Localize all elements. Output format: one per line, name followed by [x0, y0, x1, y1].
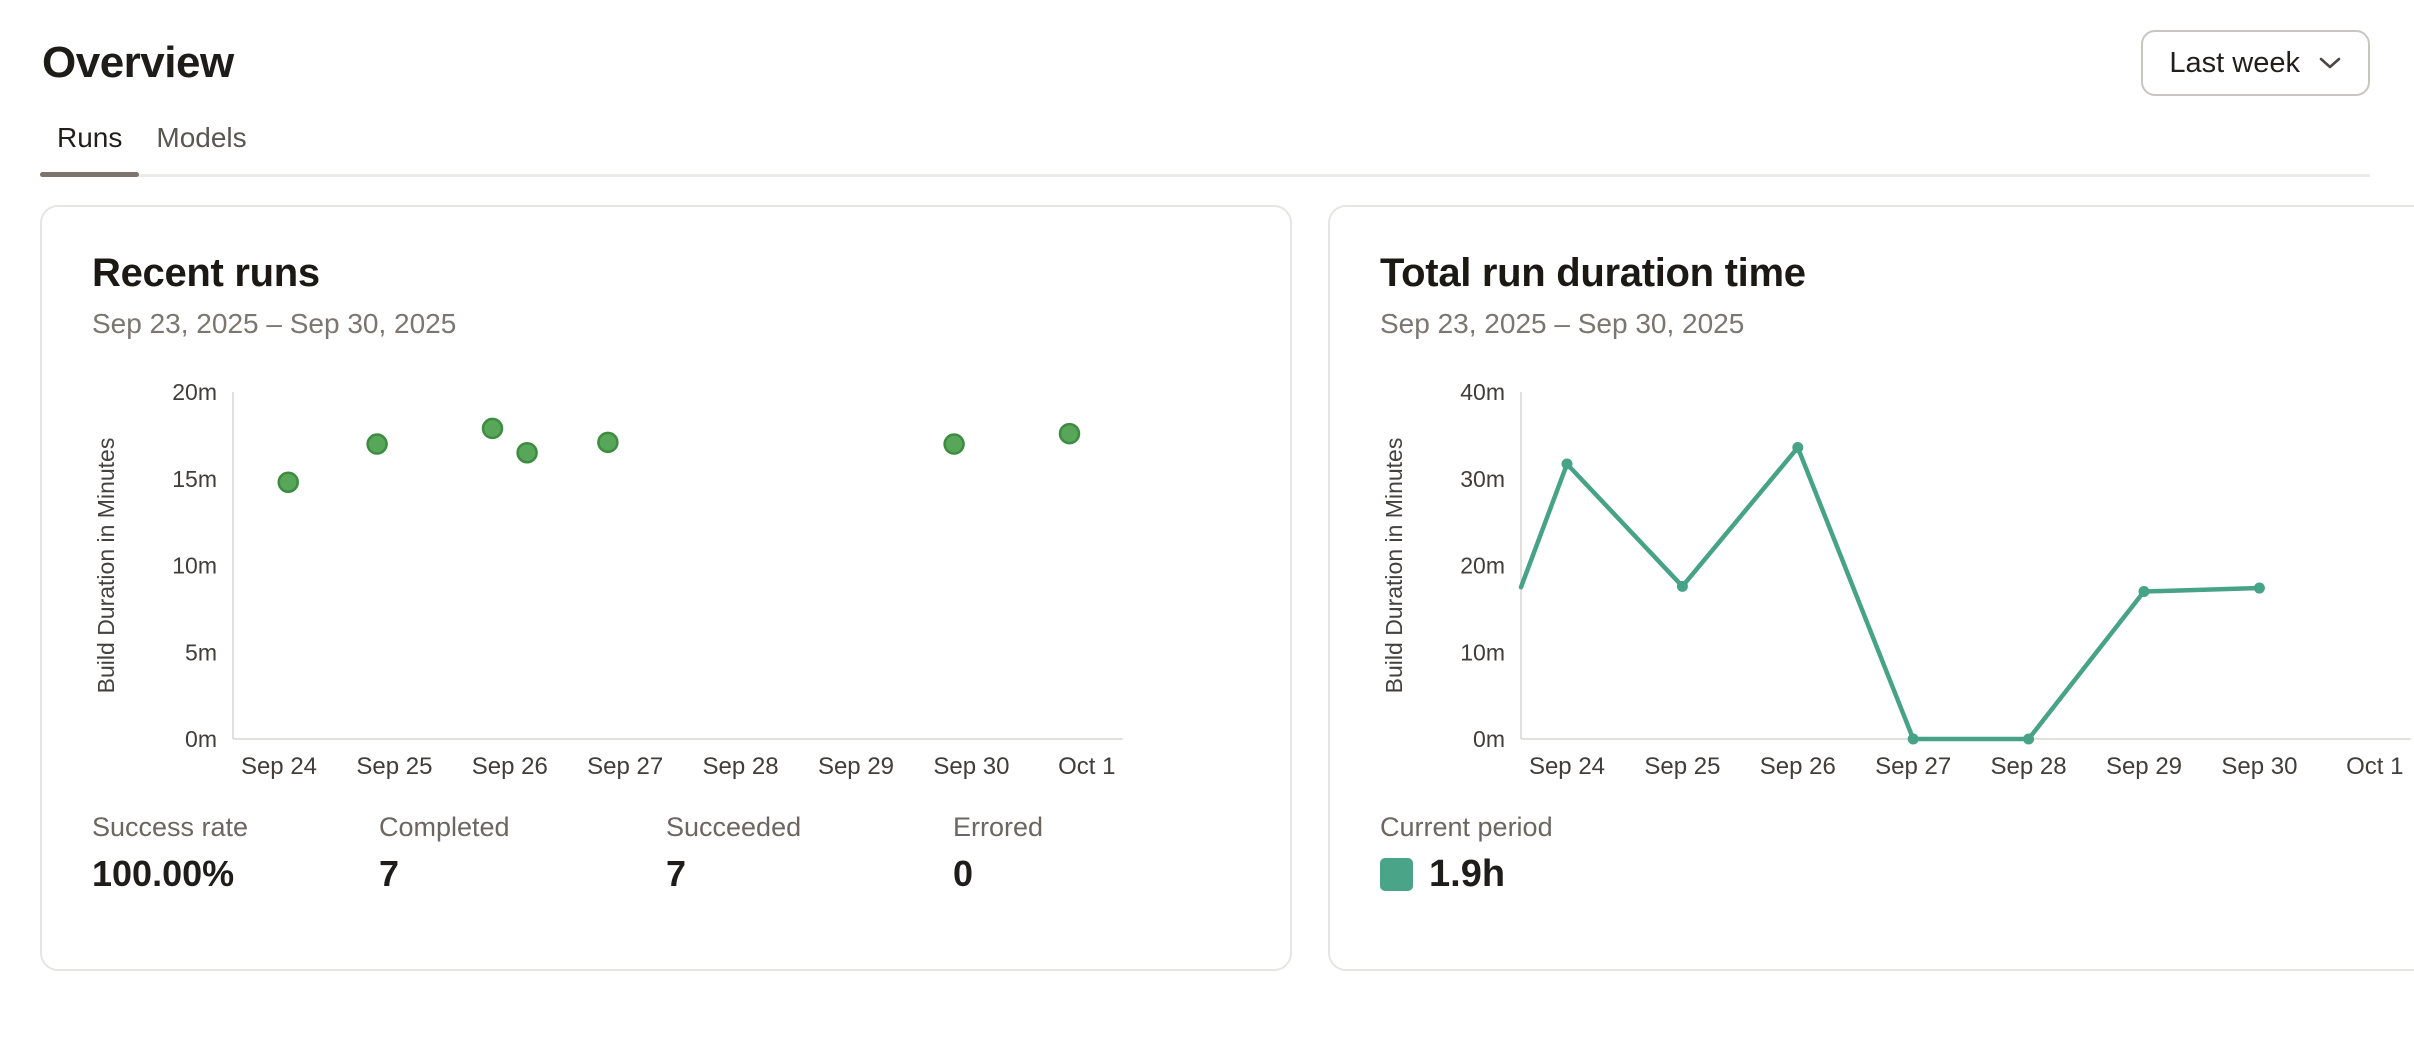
total-run-duration-card: Total run duration time Sep 23, 2025 – S…	[1328, 205, 2414, 971]
stat-succeeded: Succeeded 7	[666, 812, 953, 895]
svg-text:Sep 29: Sep 29	[2106, 753, 2182, 780]
svg-text:15m: 15m	[172, 466, 217, 492]
svg-text:Oct 1: Oct 1	[2346, 753, 2403, 780]
chevron-down-icon	[2318, 56, 2342, 70]
svg-text:5m: 5m	[185, 639, 217, 665]
svg-text:20m: 20m	[1460, 553, 1505, 579]
tab-models[interactable]: Models	[139, 122, 263, 174]
stat-errored: Errored 0	[953, 812, 1240, 895]
page-title: Overview	[42, 38, 234, 87]
svg-text:10m: 10m	[1460, 639, 1505, 665]
recent-runs-scatter-chart[interactable]: 0m 5m 10m 15m 20m Sep 24 Sep 25 Sep 26 Sep 27 Sep…	[92, 379, 1240, 782]
svg-text:Sep 25: Sep 25	[356, 753, 432, 780]
svg-text:Sep 28: Sep 28	[1991, 753, 2067, 780]
svg-text:10m: 10m	[172, 553, 217, 579]
stat-label: Success rate	[92, 812, 249, 842]
tab-bar: Runs Models	[40, 122, 2370, 177]
svg-text:30m: 30m	[1460, 466, 1505, 492]
stat-value: 7	[379, 853, 400, 894]
svg-text:Oct 1: Oct 1	[1058, 753, 1115, 780]
total-run-duration-line-chart[interactable]: 0m 10m 20m 30m 40m Sep 24 Sep 25 Sep 26 Sep 27 Se…	[1380, 379, 2414, 782]
stat-completed: Completed 7	[379, 812, 666, 895]
dashboard-cards: Recent runs Sep 23, 2025 – Sep 30, 2025 …	[40, 205, 2414, 971]
svg-text:40m: 40m	[1460, 380, 1505, 405]
svg-text:Sep 26: Sep 26	[472, 753, 548, 780]
stat-success-rate: Success rate 100.00%	[92, 812, 379, 895]
svg-text:Sep 27: Sep 27	[587, 753, 663, 780]
stat-value: 0	[953, 853, 974, 894]
svg-text:Sep 26: Sep 26	[1760, 753, 1836, 780]
svg-text:Build Duration in Minutes: Build Duration in Minutes	[1381, 438, 1407, 694]
legend-swatch	[1380, 858, 1413, 891]
period-selector-label: Last week	[2169, 46, 2300, 79]
stat-label: Succeeded	[666, 812, 802, 842]
card-date-range: Sep 23, 2025 – Sep 30, 2025	[92, 308, 457, 339]
stat-value: 100.00%	[92, 853, 235, 894]
card-date-range: Sep 23, 2025 – Sep 30, 2025	[1380, 308, 1745, 339]
svg-text:Build Duration in Minutes: Build Duration in Minutes	[93, 438, 119, 694]
legend-value: 1.9h	[1429, 853, 1506, 895]
tab-runs[interactable]: Runs	[40, 122, 140, 177]
period-selector-dropdown[interactable]: Last week	[2141, 30, 2370, 96]
svg-text:0m: 0m	[1473, 726, 1505, 752]
chart-legend: Current period 1.9h	[1380, 812, 2414, 896]
recent-runs-card: Recent runs Sep 23, 2025 – Sep 30, 2025 …	[40, 205, 1292, 971]
card-title: Total run duration time	[1380, 251, 1806, 295]
stat-value: 7	[666, 853, 687, 894]
svg-text:Sep 25: Sep 25	[1644, 753, 1720, 780]
svg-text:20m: 20m	[172, 380, 217, 405]
svg-text:Sep 24: Sep 24	[241, 753, 317, 780]
svg-text:0m: 0m	[185, 726, 217, 752]
overview-page: Overview Last week Runs Models Recent ru…	[40, 30, 2414, 971]
svg-text:Sep 29: Sep 29	[818, 753, 894, 780]
page-header: Overview Last week	[40, 30, 2370, 96]
card-title: Recent runs	[92, 251, 320, 295]
run-stats-row: Success rate 100.00% Completed 7 Succeed…	[92, 812, 1240, 895]
svg-text:Sep 28: Sep 28	[703, 753, 779, 780]
svg-text:Sep 24: Sep 24	[1529, 753, 1605, 780]
svg-text:Sep 27: Sep 27	[1875, 753, 1951, 780]
svg-text:Sep 30: Sep 30	[933, 753, 1009, 780]
stat-label: Errored	[953, 812, 1044, 842]
svg-text:Sep 30: Sep 30	[2221, 753, 2297, 780]
stat-label: Completed	[379, 812, 510, 842]
legend-label: Current period	[1380, 812, 1553, 842]
